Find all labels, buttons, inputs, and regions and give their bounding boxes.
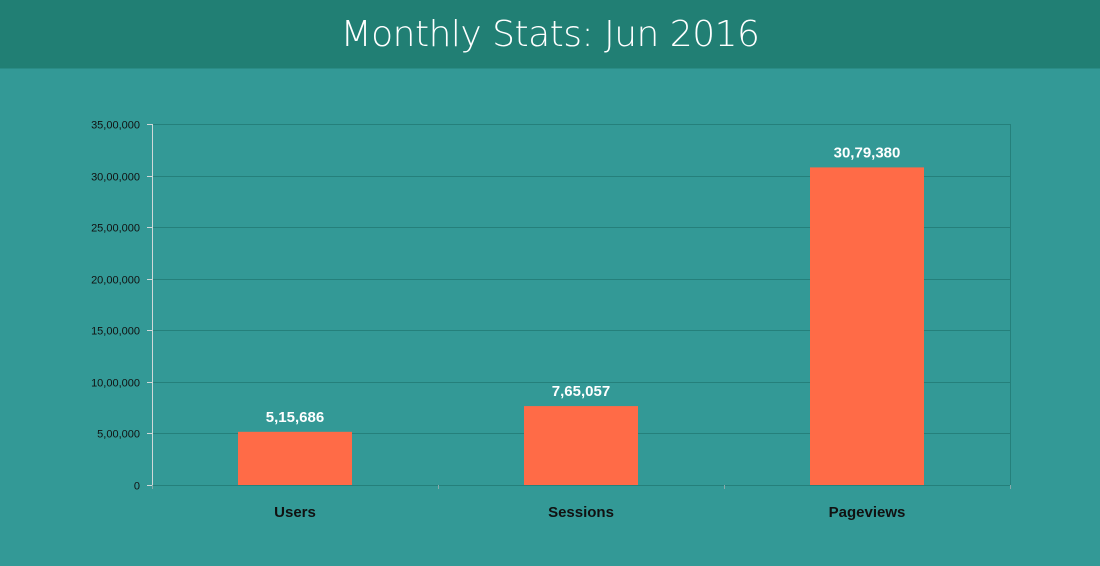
data-label: 7,65,057 [552, 383, 610, 400]
y-tick-label: 10,00,000 [91, 378, 140, 390]
y-tick-label: 15,00,000 [91, 326, 140, 338]
bar-sessions [524, 406, 638, 485]
page-title: Monthly Stats: Jun 2016 [340, 13, 760, 55]
data-label: 5,15,686 [266, 409, 324, 426]
y-tick-label: 5,00,000 [97, 429, 140, 441]
header-bar: Monthly Stats: Jun 2016 [0, 0, 1100, 69]
y-tick-label: 30,00,000 [91, 172, 140, 184]
y-tick-label: 25,00,000 [91, 223, 140, 235]
y-tick-label: 20,00,000 [91, 275, 140, 287]
y-tick-label: 0 [134, 481, 140, 493]
y-tick-label: 35,00,000 [91, 120, 140, 132]
x-tick-label: Pageviews [829, 504, 906, 521]
data-label: 30,79,380 [834, 144, 901, 161]
bar-pageviews [810, 167, 924, 485]
x-tick-label: Sessions [548, 504, 614, 521]
bar-users [238, 431, 352, 485]
x-tick-label: Users [274, 504, 316, 521]
